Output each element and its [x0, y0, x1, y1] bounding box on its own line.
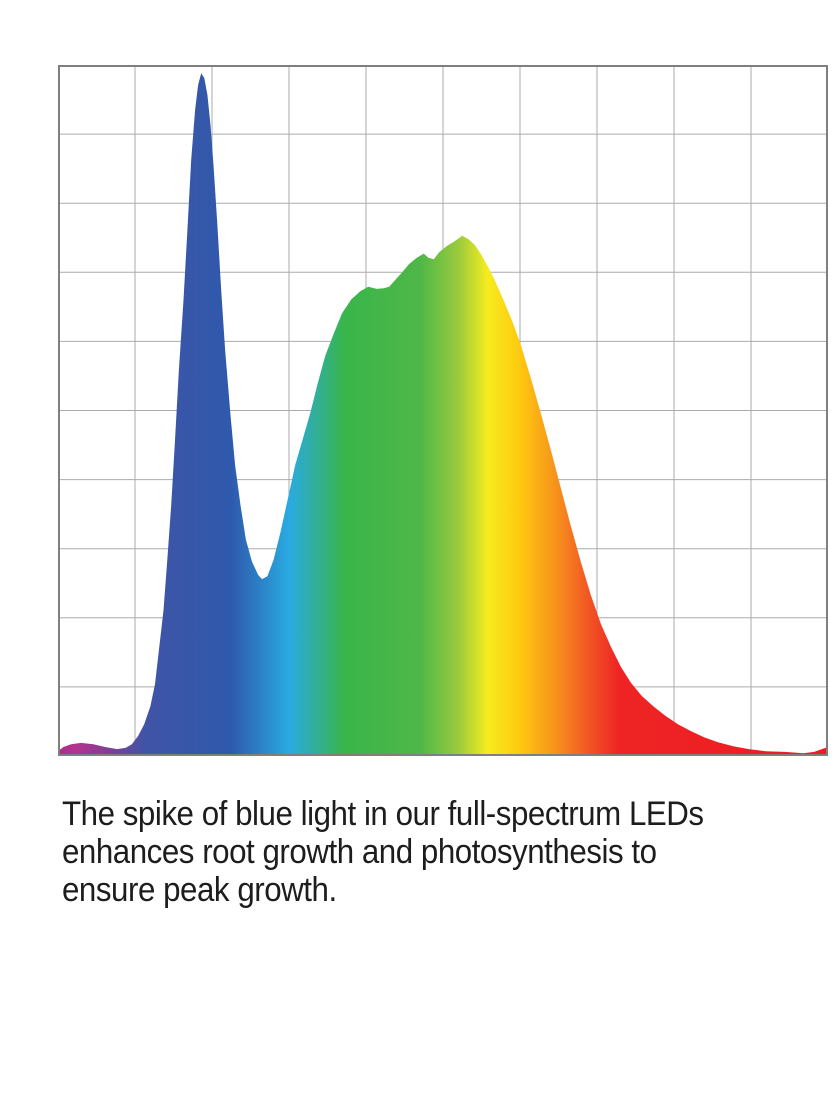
caption-line: enhances root growth and photosynthesis … — [62, 833, 657, 871]
caption-line: ensure peak growth. — [62, 871, 337, 909]
spectrum-chart — [58, 65, 828, 756]
spectrum-chart-svg — [58, 65, 828, 756]
spectrum-area — [58, 73, 828, 756]
caption: The spike of blue light in our full-spec… — [62, 795, 761, 909]
caption-line: The spike of blue light in our full-spec… — [62, 795, 704, 833]
plot-border — [58, 65, 828, 756]
